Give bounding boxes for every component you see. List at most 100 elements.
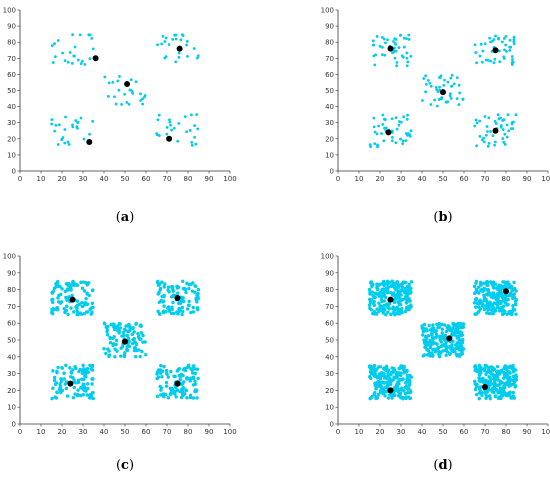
data-point bbox=[108, 336, 112, 341]
data-point bbox=[431, 323, 435, 327]
data-point bbox=[479, 300, 483, 304]
data-point bbox=[474, 51, 478, 54]
y-tick-label: 40 bbox=[325, 353, 334, 361]
x-tick-label: 30 bbox=[397, 428, 406, 436]
data-point bbox=[83, 373, 88, 378]
y-tick-label: 40 bbox=[325, 103, 334, 111]
data-point bbox=[501, 280, 505, 284]
data-point bbox=[487, 306, 491, 310]
data-point bbox=[144, 352, 148, 357]
data-point bbox=[455, 76, 459, 80]
data-point bbox=[402, 45, 406, 49]
data-point bbox=[508, 371, 512, 375]
y-tick-label: 0 bbox=[330, 168, 334, 176]
panel-caption-letter: c bbox=[121, 458, 129, 473]
data-point bbox=[374, 387, 378, 391]
data-point bbox=[461, 347, 466, 351]
data-point bbox=[424, 90, 428, 94]
data-point bbox=[173, 33, 177, 37]
data-point bbox=[495, 364, 500, 369]
data-point bbox=[474, 281, 478, 285]
data-point bbox=[493, 140, 497, 144]
data-point bbox=[409, 129, 413, 133]
data-point bbox=[402, 36, 406, 40]
data-point bbox=[189, 310, 193, 315]
data-point bbox=[67, 143, 71, 146]
data-point bbox=[485, 301, 489, 305]
data-point bbox=[461, 338, 465, 342]
data-point bbox=[501, 119, 505, 122]
data-point bbox=[71, 395, 76, 400]
data-point bbox=[122, 333, 126, 338]
data-point bbox=[427, 341, 431, 345]
data-point bbox=[399, 120, 403, 124]
data-point bbox=[191, 305, 195, 310]
y-tick-label: 20 bbox=[7, 387, 16, 395]
data-point bbox=[113, 355, 117, 359]
data-point bbox=[383, 126, 386, 130]
data-point bbox=[409, 375, 413, 379]
data-point bbox=[510, 127, 513, 130]
y-tick-label: 80 bbox=[325, 286, 334, 294]
data-point bbox=[80, 377, 84, 381]
data-point bbox=[494, 309, 498, 313]
data-point bbox=[71, 280, 75, 284]
data-point bbox=[185, 396, 189, 400]
data-point bbox=[169, 295, 174, 299]
data-point bbox=[431, 353, 435, 357]
data-point bbox=[190, 143, 194, 147]
data-point bbox=[164, 392, 168, 397]
data-point bbox=[401, 397, 405, 401]
centroid-point bbox=[166, 135, 173, 142]
data-point bbox=[424, 74, 428, 78]
y-tick-label: 30 bbox=[7, 119, 16, 127]
data-point bbox=[443, 348, 447, 353]
data-point bbox=[405, 305, 409, 310]
data-point bbox=[381, 122, 385, 126]
data-point bbox=[70, 293, 74, 298]
data-point bbox=[63, 141, 67, 145]
data-point bbox=[490, 303, 495, 307]
data-point bbox=[66, 140, 70, 144]
data-point bbox=[397, 46, 401, 49]
data-point bbox=[375, 395, 379, 399]
y-tick-label: 70 bbox=[325, 303, 334, 311]
data-point bbox=[486, 58, 490, 62]
data-point bbox=[166, 375, 170, 379]
data-point bbox=[176, 291, 180, 295]
y-tick-label: 90 bbox=[7, 269, 16, 277]
data-point bbox=[375, 307, 379, 311]
data-point bbox=[494, 388, 499, 392]
data-point bbox=[395, 127, 399, 131]
data-point bbox=[53, 42, 56, 46]
data-point bbox=[500, 40, 504, 44]
data-point bbox=[440, 327, 445, 331]
data-point bbox=[499, 390, 504, 394]
data-point bbox=[54, 55, 57, 59]
data-point bbox=[391, 51, 394, 55]
data-point bbox=[71, 125, 75, 129]
data-point bbox=[180, 382, 185, 386]
data-point bbox=[385, 304, 390, 308]
data-point bbox=[56, 143, 60, 146]
data-point bbox=[188, 393, 193, 397]
data-point bbox=[76, 120, 80, 124]
data-point bbox=[424, 82, 428, 86]
data-point bbox=[397, 123, 401, 127]
x-tick-label: 100 bbox=[541, 428, 550, 436]
data-point bbox=[474, 384, 479, 389]
data-point bbox=[181, 368, 186, 372]
data-point bbox=[498, 308, 503, 312]
data-point bbox=[392, 40, 395, 43]
data-point bbox=[510, 287, 514, 291]
data-point bbox=[475, 144, 479, 148]
data-point bbox=[191, 310, 196, 314]
data-point bbox=[510, 63, 514, 66]
data-point bbox=[115, 349, 119, 353]
data-point bbox=[381, 304, 386, 309]
data-point bbox=[60, 366, 64, 370]
data-point bbox=[66, 312, 70, 317]
data-point bbox=[492, 286, 496, 290]
data-point bbox=[128, 88, 132, 92]
data-point bbox=[385, 368, 389, 372]
